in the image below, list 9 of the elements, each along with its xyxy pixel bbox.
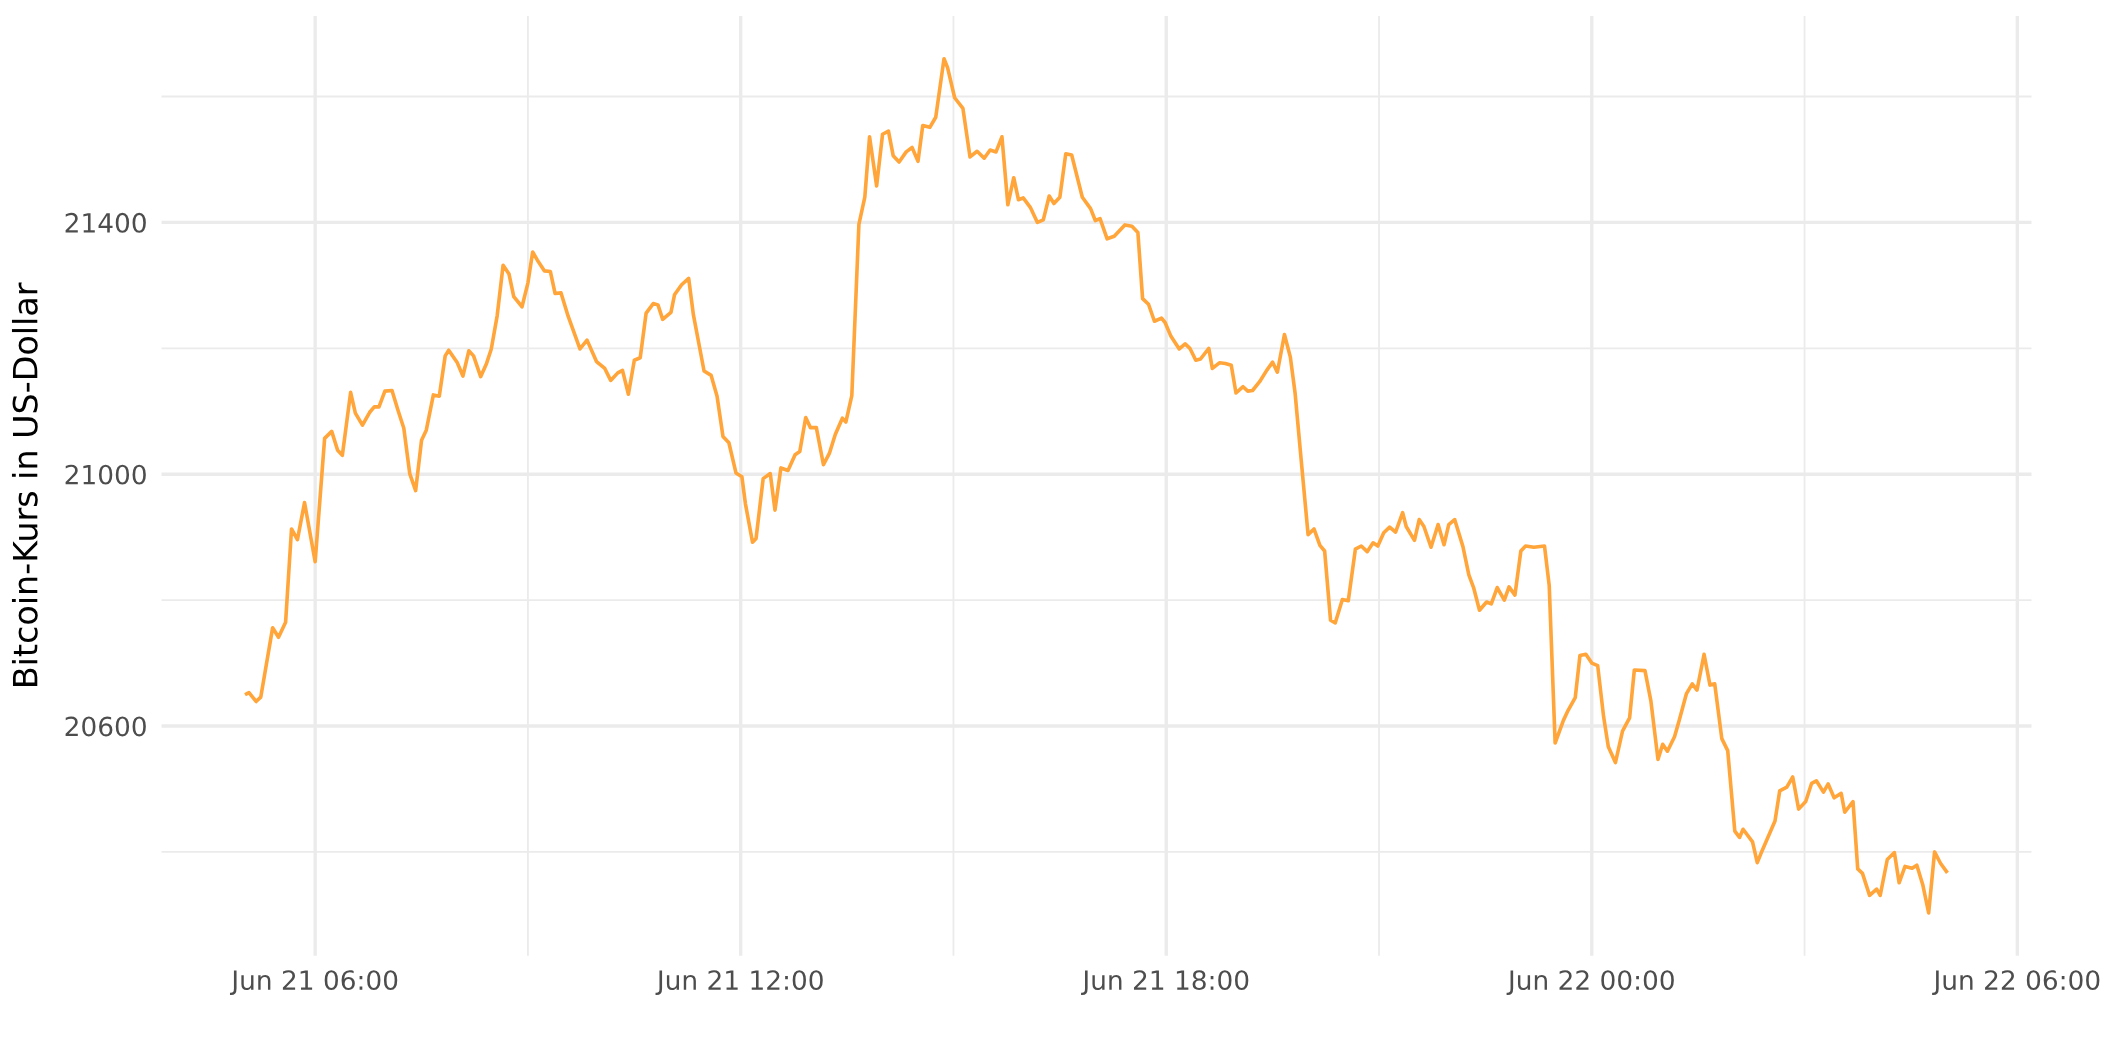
x-tick-label: Jun 21 12:00 — [655, 970, 823, 996]
y-tick-label: 21000 — [65, 464, 146, 485]
y-tick-label: 20600 — [65, 716, 146, 737]
x-tick-label: Jun 22 00:00 — [1506, 970, 1674, 996]
y-axis-title: Bitcoin-Kurs in US-Dollar — [11, 282, 38, 686]
x-tick-label: Jun 21 18:00 — [1081, 970, 1249, 996]
y-tick-label: 21400 — [65, 212, 146, 233]
x-tick-label: Jun 22 06:00 — [1932, 970, 2100, 996]
x-tick-label: Jun 21 06:00 — [229, 970, 398, 996]
